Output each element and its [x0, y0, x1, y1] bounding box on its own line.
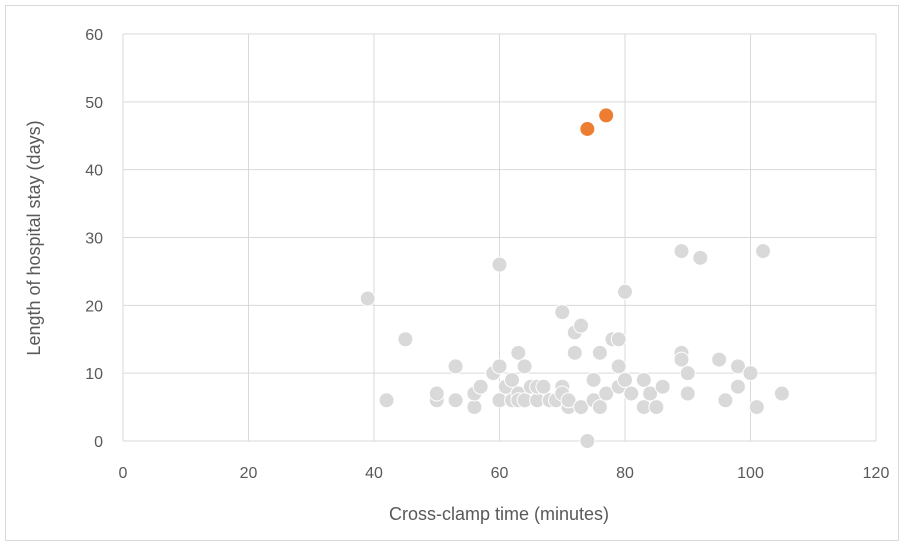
x-tick-label: 80	[616, 465, 634, 482]
gridlines	[122, 33, 877, 442]
data-point	[610, 331, 627, 348]
data-point	[617, 371, 633, 388]
data-point	[773, 385, 790, 402]
data-point	[447, 392, 464, 409]
data-point	[491, 256, 508, 273]
data-point	[397, 331, 414, 348]
x-tick-label: 60	[491, 465, 509, 482]
y-tick-label: 40	[85, 163, 103, 180]
data-point	[472, 378, 489, 395]
data-point	[642, 385, 659, 402]
data-point	[610, 358, 627, 375]
data-point	[729, 378, 746, 395]
data-point	[579, 433, 596, 449]
data-point	[591, 344, 608, 361]
data-point	[516, 358, 533, 375]
y-tick-label: 10	[85, 366, 103, 383]
data-point	[654, 378, 671, 395]
data-point	[591, 399, 608, 416]
x-tick-label: 120	[863, 465, 890, 482]
data-point	[729, 358, 746, 375]
highlighted-data-point	[598, 107, 615, 124]
data-point	[679, 385, 696, 402]
y-tick-label: 50	[85, 95, 103, 112]
data-point	[598, 385, 615, 402]
data-point	[447, 358, 464, 375]
y-tick-label: 30	[85, 231, 103, 248]
data-point	[359, 290, 376, 307]
data-point	[717, 392, 734, 409]
data-point	[692, 249, 709, 266]
data-point	[648, 399, 665, 416]
data-point	[560, 392, 577, 409]
data-point	[566, 344, 583, 361]
x-tick-label: 40	[365, 465, 383, 482]
y-tick-labels: 0 10 20 30 40 50 60	[85, 27, 103, 451]
y-tick-label: 60	[85, 27, 103, 44]
data-point	[554, 304, 571, 321]
data-point	[673, 243, 690, 260]
x-axis-title: Cross-clamp time (minutes)	[389, 504, 609, 524]
data-point	[504, 371, 521, 388]
data-point	[466, 399, 483, 416]
data-point	[742, 365, 759, 382]
data-point	[491, 358, 508, 375]
x-tick-label: 20	[240, 465, 258, 482]
data-point	[755, 243, 772, 260]
y-axis-title: Length of hospital stay (days)	[24, 120, 44, 355]
x-tick-label: 100	[737, 465, 764, 482]
data-point	[748, 399, 765, 416]
data-point	[617, 283, 633, 300]
x-tick-label: 0	[119, 465, 128, 482]
data-points	[359, 107, 790, 449]
highlighted-data-point	[579, 120, 596, 137]
y-tick-label: 0	[94, 434, 103, 451]
data-point	[428, 385, 445, 402]
data-point	[573, 399, 590, 416]
data-point	[510, 344, 527, 361]
data-point	[535, 378, 552, 395]
data-point	[573, 317, 590, 334]
data-point	[673, 351, 690, 368]
data-point	[378, 392, 395, 409]
y-tick-label: 20	[85, 298, 103, 315]
x-tick-labels: 0 20 40 60 80 100 120	[119, 465, 890, 482]
data-point	[623, 385, 640, 402]
data-point	[585, 371, 602, 388]
data-point	[679, 365, 696, 382]
data-point	[711, 351, 728, 368]
data-point	[635, 371, 652, 388]
